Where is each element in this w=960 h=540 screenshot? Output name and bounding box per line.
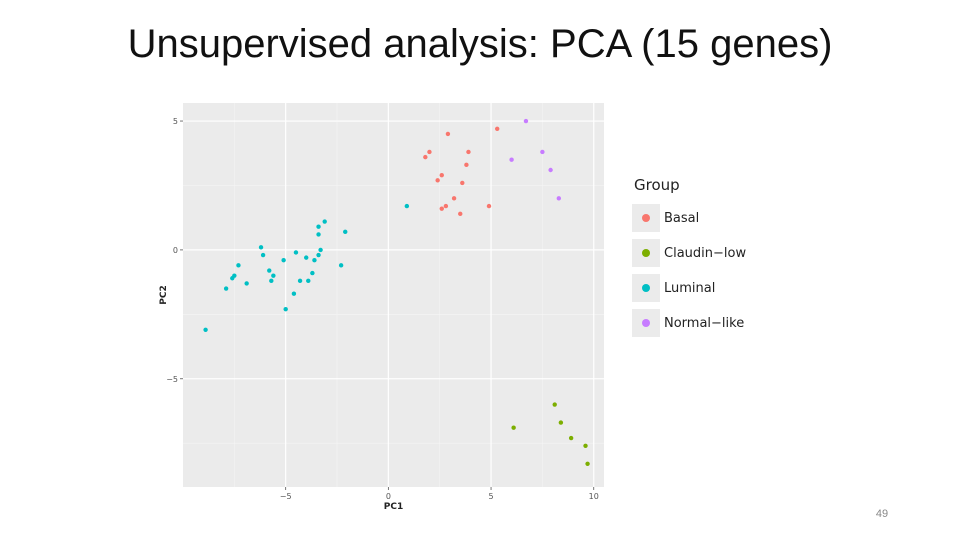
x-axis-label: PC1 <box>384 502 403 512</box>
data-point-basal <box>451 196 457 201</box>
data-point-luminal <box>343 229 348 235</box>
data-point-basal <box>495 126 500 131</box>
legend-item-normal-like: Normal−like <box>632 309 792 337</box>
data-point-basal <box>445 131 451 137</box>
data-point-luminal <box>306 278 311 284</box>
data-point-luminal <box>316 252 321 258</box>
x-tick-label: 0 <box>386 492 391 501</box>
legend-key-normal-like <box>632 309 660 337</box>
data-point-luminal <box>258 245 264 250</box>
data-point-luminal <box>203 327 208 332</box>
data-point-normal-like <box>556 196 562 201</box>
data-point-luminal <box>316 232 321 237</box>
data-point-luminal <box>293 250 299 255</box>
legend-title: Group <box>634 176 680 194</box>
legend-item-claudin-low: Claudin−low <box>632 239 792 267</box>
data-point-claudin-low <box>558 420 564 425</box>
data-point-luminal <box>271 273 276 278</box>
data-point-luminal <box>318 247 323 253</box>
data-point-claudin-low <box>568 435 574 441</box>
legend-key-basal <box>632 204 660 232</box>
legend-label-luminal: Luminal <box>664 280 716 296</box>
data-point-claudin-low <box>585 461 590 467</box>
data-point-luminal <box>267 268 272 273</box>
legend-label-claudin-low: Claudin−low <box>664 245 747 261</box>
data-point-claudin-low <box>511 425 516 430</box>
data-point-basal <box>464 162 469 168</box>
data-point-luminal <box>269 278 274 284</box>
data-point-basal <box>458 211 463 217</box>
plot-panel <box>183 103 604 487</box>
data-point-normal-like <box>548 167 553 173</box>
y-tick-label: 0 <box>173 246 178 255</box>
data-point-luminal <box>236 263 241 268</box>
axis-ticks: −5 0 5 10 −5 0 5 <box>166 117 599 501</box>
data-point-basal <box>439 172 444 178</box>
major-gridlines <box>183 103 604 487</box>
data-point-basal <box>435 178 440 183</box>
data-point-basal <box>443 203 449 209</box>
data-point-luminal <box>283 306 288 312</box>
data-point-luminal <box>244 281 249 286</box>
data-point-normal-like <box>523 118 529 124</box>
data-point-normal-like <box>540 149 545 155</box>
legend-key-claudin-low <box>632 239 660 267</box>
data-point-luminal <box>404 203 410 209</box>
data-point-luminal <box>281 258 286 263</box>
data-point-luminal <box>223 286 229 291</box>
data-point-basal <box>423 154 428 160</box>
x-tick-label: −5 <box>280 492 292 501</box>
data-point-luminal <box>310 270 315 276</box>
data-points <box>203 118 590 467</box>
data-point-basal <box>427 149 432 155</box>
data-point-luminal <box>297 278 303 284</box>
data-point-basal <box>460 180 465 186</box>
legend-marker-claudin-low <box>642 249 650 257</box>
legend-item-basal: Basal <box>632 204 792 232</box>
y-axis-label: PC2 <box>159 285 169 304</box>
legend-marker-basal <box>642 214 650 222</box>
legend-label-normal-like: Normal−like <box>664 315 745 331</box>
slide-title: Unsupervised analysis: PCA (15 genes) <box>127 22 833 66</box>
data-point-claudin-low <box>583 443 588 448</box>
minor-gridlines <box>183 103 604 487</box>
data-point-basal <box>466 149 471 155</box>
data-point-luminal <box>291 291 297 296</box>
data-point-basal <box>439 206 444 211</box>
legend-marker-normal-like <box>642 319 650 327</box>
legend-key-luminal <box>632 274 660 302</box>
data-point-luminal <box>232 273 237 278</box>
data-point-normal-like <box>509 157 514 162</box>
x-tick-label: 10 <box>589 492 599 501</box>
data-point-luminal <box>316 224 321 229</box>
data-point-luminal <box>304 255 309 260</box>
data-point-luminal <box>312 258 317 263</box>
legend-marker-luminal <box>642 284 650 292</box>
y-tick-label: −5 <box>166 375 178 384</box>
legend-item-luminal: Luminal <box>632 274 792 302</box>
data-point-luminal <box>322 219 327 224</box>
legend-label-basal: Basal <box>664 210 700 226</box>
legend: Group Basal Claudin−low Luminal Normal−l… <box>632 176 792 344</box>
data-point-luminal <box>260 252 266 258</box>
page-number: 49 <box>875 508 889 520</box>
x-tick-label: 5 <box>489 492 494 501</box>
y-tick-label: 5 <box>173 117 178 126</box>
data-point-basal <box>486 203 492 209</box>
data-point-claudin-low <box>552 402 557 407</box>
data-point-luminal <box>338 263 344 268</box>
